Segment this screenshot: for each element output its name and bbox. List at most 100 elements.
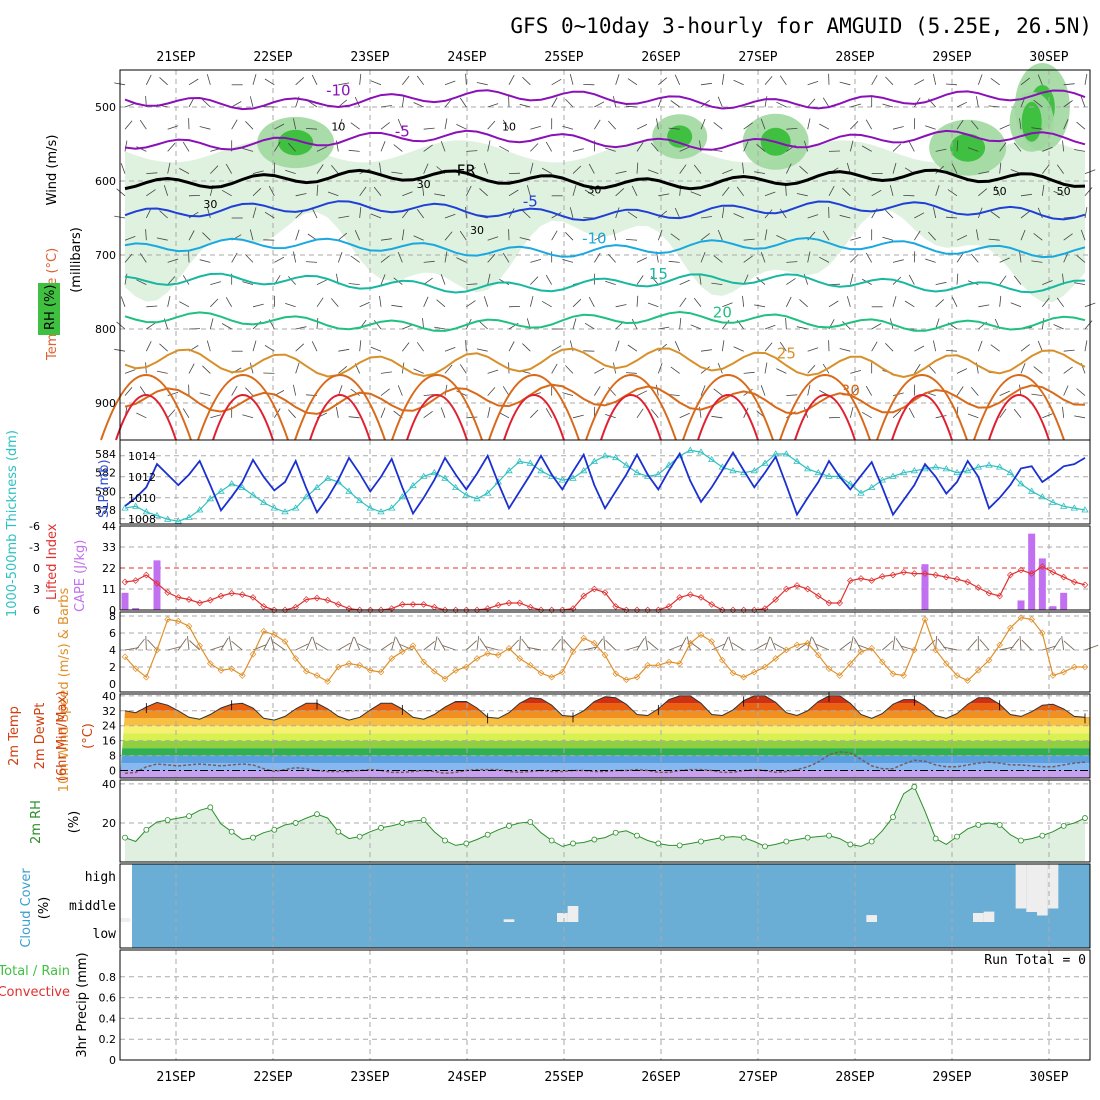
thickness-point [846,480,855,487]
wind-barb [885,76,894,86]
wind-barb [796,193,808,197]
wind-barb [359,301,370,308]
windspeed-point [772,655,779,662]
wind-barb [156,237,168,241]
wind-barb [882,103,894,108]
windspeed-point [495,651,502,659]
thickness-point [793,457,801,464]
wind-barb [914,212,925,219]
wind-barb [850,121,859,130]
wind-barb [588,163,595,174]
wind-barb [379,295,382,307]
wind-barb [849,140,854,152]
wind-barb [530,143,539,152]
wind-barb [625,105,638,108]
rh-point [506,822,512,829]
wind-barb [786,128,798,130]
li-point [495,601,502,609]
li-point [751,606,758,614]
slp-thickness-panel: 584 582 580 578 1014 1012 1010 1008 1000-500mb T… [5,430,1091,617]
wind-barb [380,407,386,418]
thickness-point [803,465,812,472]
wind-barb [563,639,574,651]
isotherm-label: 30 [841,381,860,399]
windspeed-point [399,648,406,656]
wind-barb [839,214,851,219]
thickness-point [505,467,513,474]
isotherm-warm [488,374,580,441]
y-tick-left: 6 [33,604,40,617]
wind-barb [742,162,745,174]
y-tick-label: 16 [102,735,116,748]
wind-barb [1042,146,1053,152]
wind-barb [882,640,894,651]
y-tick-left: 582 [95,467,116,480]
temp-band [120,703,1090,711]
thickness-point [995,463,1004,470]
wind-barb [305,261,318,263]
wind-barb [357,643,371,651]
wind-barb [892,162,897,174]
wind-barb [1042,164,1050,174]
windspeed-point [857,648,865,656]
y-tick-label: 900 [95,397,116,410]
wind-barb [502,386,510,396]
cloud-high-bar [1047,864,1059,909]
rh-point [868,838,875,845]
wind-barb [615,188,625,197]
wind-barb [990,77,1000,86]
wind-barb [146,172,158,174]
rh-patch-high [950,133,986,162]
thickness-point [206,495,215,502]
thickness-point [515,457,524,464]
wind-barb [402,342,410,352]
wind-barb [221,323,232,330]
wind-barb [776,235,787,241]
temp-band [120,763,1090,771]
wind-barb [268,185,275,196]
wind-barb [892,636,896,651]
wind-barb [167,295,171,307]
temp-band [120,733,1090,741]
temp-band [120,755,1090,764]
wind-barb [199,259,211,263]
wind-barb [999,408,1007,419]
windspeed-point [740,673,747,681]
thickness-point [1070,504,1079,511]
wind-barb [636,295,639,307]
wind-barb [572,148,584,152]
wind-barb [1042,645,1056,651]
wind-barb [1056,164,1064,174]
wind-barb [521,638,531,651]
wind-barb [700,349,712,352]
wind-barb [423,144,433,152]
wind-barb [933,207,937,219]
wind-barb [124,647,139,651]
rh-point [484,831,491,838]
wind-barb [1033,366,1043,374]
wind-barb [350,388,360,396]
wind-barb [327,191,339,197]
wind-barb [252,340,257,352]
wind-barb [288,409,296,419]
wind-barb [627,344,638,352]
wind-barb [736,186,744,197]
thickness-point [825,472,833,479]
y-tick-label: 700 [95,249,116,262]
wind-barb [373,186,382,197]
wind-barb [338,82,350,86]
y-tick-left: 0 [33,562,40,575]
rh-point [847,841,854,848]
isotherm-line [124,236,1086,259]
y-tick-left: 3 [33,583,40,596]
wind-barb [770,636,777,651]
windspeed-point [1081,663,1089,671]
wind-barb [295,229,300,241]
li-point [1049,568,1057,576]
wind-barb [871,323,882,330]
wind-barb [231,385,238,396]
rh-line [124,786,1086,847]
y-tick-label: 6 [109,627,116,640]
windspeed-point [591,639,598,647]
wind-barb [124,253,133,263]
